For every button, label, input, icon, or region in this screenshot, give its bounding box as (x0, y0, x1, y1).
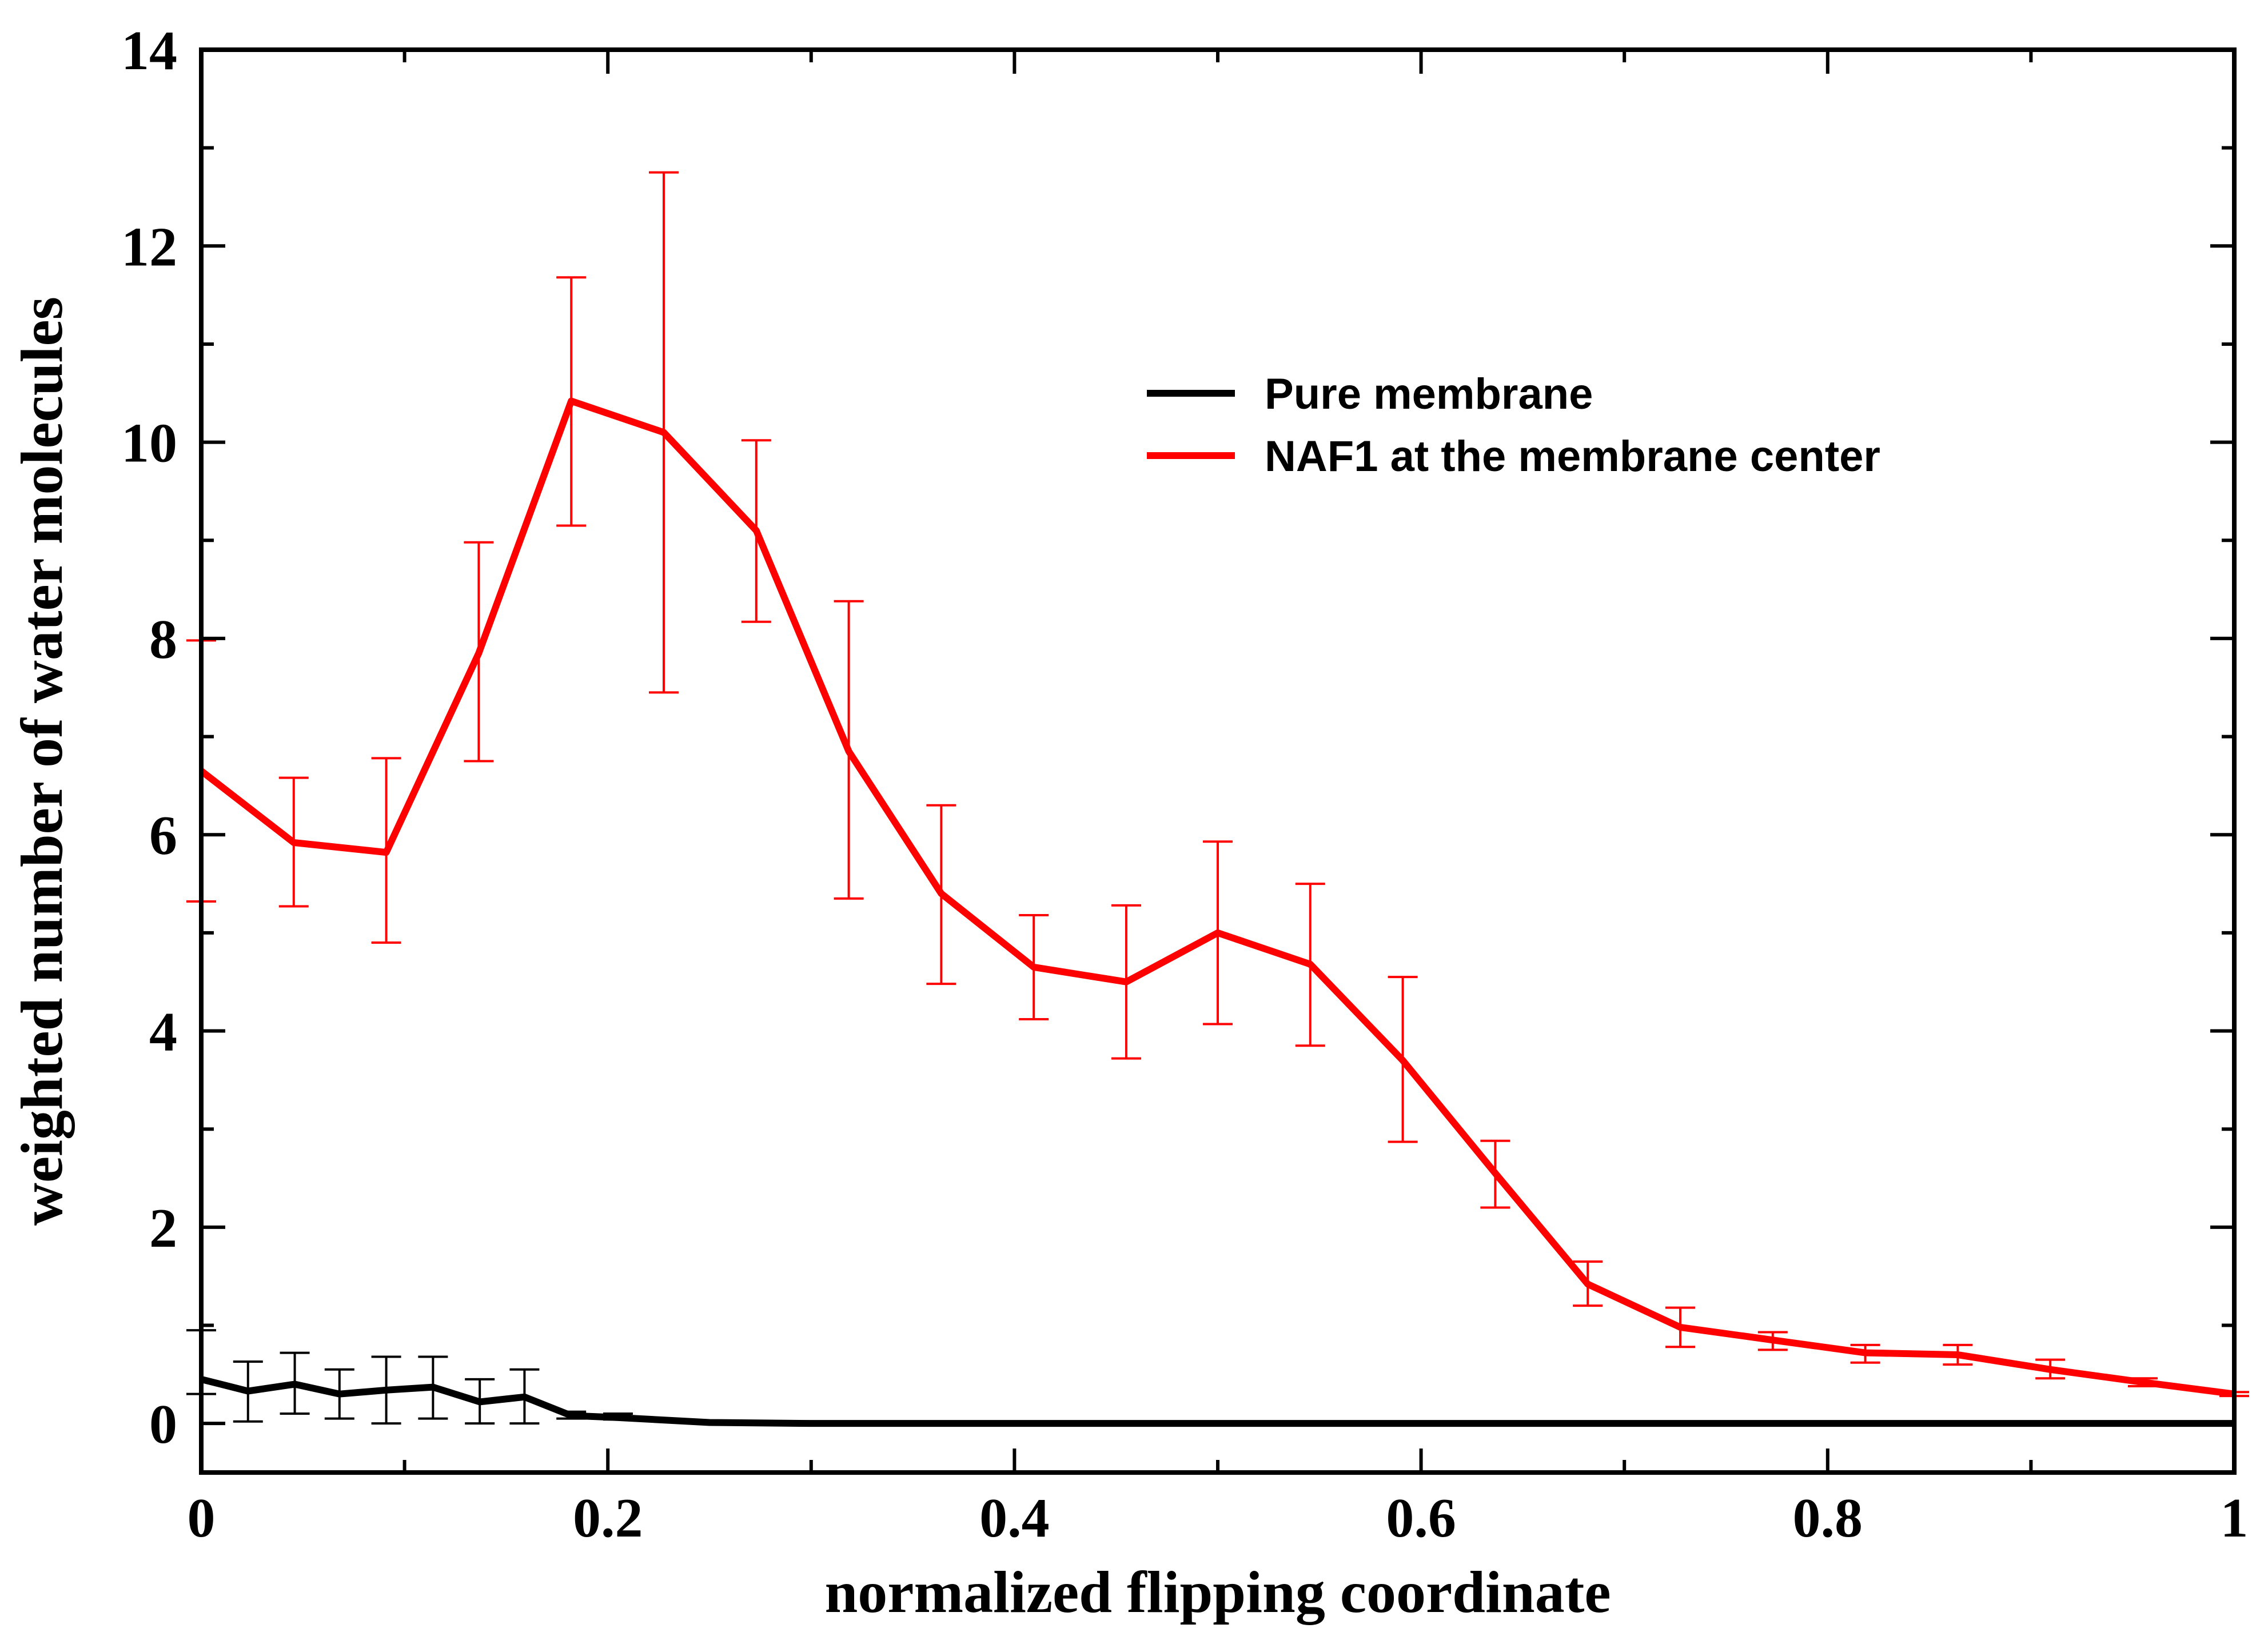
naf1-point (848, 751, 850, 752)
x-tick-label: 0.2 (573, 1487, 643, 1549)
pure-membrane-point (294, 1384, 296, 1385)
x-tick-label: 0 (188, 1487, 216, 1549)
legend-label-naf1: NAF1 at the membrane center (1265, 432, 1880, 481)
naf1-point (1865, 1352, 1866, 1354)
x-axis-title: normalized flipping coordinate (824, 1559, 1611, 1625)
pure-membrane-point (811, 1423, 812, 1424)
y-axis-title: weighted number of water molecules (9, 297, 75, 1226)
naf1-point (756, 530, 757, 531)
naf1-point (1310, 964, 1311, 965)
pure-membrane-line (200, 1376, 2234, 1427)
pure-membrane-point (617, 1417, 619, 1418)
pure-membrane-point (571, 1415, 572, 1416)
y-tick-label: 6 (149, 805, 177, 867)
legend-label-pure-membrane: Pure membrane (1265, 370, 1593, 418)
series-pure-membrane (186, 1329, 2234, 1427)
naf1-point (1126, 981, 1127, 983)
x-tick-label: 1 (2221, 1487, 2249, 1549)
naf1-point (663, 432, 664, 433)
naf1-point (293, 842, 294, 843)
pure-membrane-point (1827, 1423, 1828, 1424)
x-tick-label: 0.8 (1793, 1487, 1863, 1549)
pure-membrane-point (524, 1396, 525, 1398)
naf1-point (940, 893, 942, 894)
pure-membrane-point (709, 1422, 710, 1423)
pure-membrane-point (248, 1391, 249, 1392)
series-naf1 (186, 171, 2249, 1398)
pure-membrane-point (479, 1401, 480, 1402)
x-axis: 0 0.2 0.4 0.6 0.8 1 (188, 50, 2249, 1549)
naf1-point (1680, 1327, 1681, 1328)
naf1-point (1957, 1354, 1958, 1355)
legend: Pure membrane NAF1 at the membrane cente… (1147, 370, 1880, 481)
naf1-point (571, 401, 572, 402)
naf1-point (1494, 1172, 1496, 1174)
plot-frame (199, 47, 2237, 1475)
x-tick-label: 0.6 (1386, 1487, 1456, 1549)
naf1-point (2050, 1369, 2051, 1370)
y-tick-label: 10 (121, 413, 177, 474)
pure-membrane-point (1217, 1423, 1218, 1424)
naf1-line (199, 397, 2235, 1398)
pure-membrane-point (386, 1390, 387, 1391)
y-axis: 0 2 4 6 8 10 12 14 (121, 20, 2234, 1455)
naf1-point (1217, 932, 1218, 933)
pure-membrane-point (432, 1387, 433, 1388)
naf1-point (1402, 1060, 1404, 1061)
y-tick-label: 4 (149, 1001, 177, 1063)
y-tick-label: 12 (121, 216, 177, 278)
pure-membrane-point (1421, 1423, 1422, 1424)
pure-membrane-point (1014, 1423, 1015, 1424)
pure-membrane-point (339, 1394, 340, 1395)
pure-membrane-point (1624, 1423, 1625, 1424)
x-tick-label: 0.4 (979, 1487, 1050, 1549)
y-tick-label: 0 (149, 1394, 177, 1455)
y-tick-label: 14 (121, 20, 177, 82)
y-tick-label: 2 (149, 1198, 177, 1259)
naf1-point (2142, 1382, 2143, 1383)
naf1-point (478, 653, 479, 654)
pure-membrane-point (2030, 1423, 2031, 1424)
naf1-point (1772, 1339, 1773, 1340)
naf1-point (1587, 1283, 1588, 1284)
naf1-point (1033, 967, 1034, 968)
y-tick-label: 8 (149, 609, 177, 671)
naf1-point (386, 852, 387, 853)
